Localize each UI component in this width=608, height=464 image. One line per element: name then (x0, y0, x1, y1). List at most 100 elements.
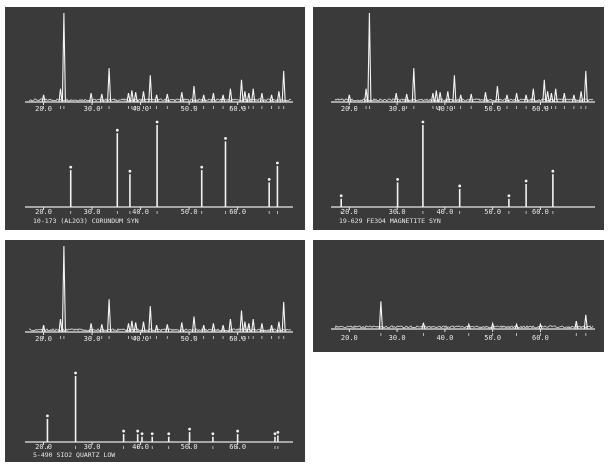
x-tick-label: 40.0 (132, 105, 149, 113)
x-tick-label: 50.0 (484, 105, 501, 113)
subplot-sample-pattern: 20.0 30.0 40.0 50.0 60.0 (331, 12, 595, 113)
sample-peak (490, 321, 495, 330)
reference-peak-marker (150, 432, 154, 436)
sample-peak (269, 94, 274, 103)
x-tick-label: 30.0 (84, 105, 101, 113)
x-tick-label: 50.0 (181, 443, 198, 451)
reference-peak-marker (122, 429, 126, 433)
sample-peak (246, 93, 251, 103)
xrd-figure-bottom-left: 20.0 30.0 40.0 50.0 60.020.0 30.0 40.0 50.0 60.0… (25, 245, 293, 459)
reference-caption: 19-629 FE3O4 MAGNETITE SYN (339, 217, 441, 225)
sample-peak (179, 322, 184, 333)
sample-peak (276, 91, 281, 103)
reference-peak-marker (69, 165, 73, 169)
sample-peak (107, 68, 112, 103)
x-tick-label: 60.0 (229, 208, 246, 216)
sample-peak (538, 322, 543, 330)
sample-peak (41, 94, 46, 103)
sample-peak (61, 245, 66, 333)
xrd-figure-top-right: 20.0 30.0 40.0 50.0 60.020.0 30.0 40.0 50.0 60.0… (331, 12, 595, 225)
x-tick-label: 30.0 (389, 334, 406, 342)
x-tick-label: 30.0 (84, 443, 101, 451)
sample-peak (126, 93, 131, 103)
sample-peak (364, 88, 369, 103)
sample-peak (421, 322, 426, 330)
x-tick-label: 30.0 (389, 208, 406, 216)
sample-peak (126, 323, 131, 333)
reference-peak-marker (155, 120, 159, 124)
panel-top-right: 20.0 30.0 40.0 50.0 60.0 20.0 30.0 40.0 50.0 60.0… (313, 7, 604, 230)
sample-peak (201, 94, 206, 103)
sample-peak (239, 79, 244, 103)
sample-peak (221, 324, 226, 333)
sample-peak (165, 93, 170, 103)
sample-peak (347, 94, 352, 103)
reference-peak-marker (339, 194, 343, 198)
sample-peak (571, 94, 576, 103)
x-tick-label: 20.0 (35, 443, 52, 451)
reference-peak-marker (276, 431, 280, 434)
sample-peak (438, 92, 443, 103)
subplot-reference-pattern: 20.0 30.0 40.0 50.0 60.0 10-173 (AL2O3) CORUN… (25, 120, 293, 225)
subplot-reference-pattern: 20.0 30.0 40.0 50.0 60.05-490 SIO2 QUARTZ LO… (25, 371, 293, 459)
sample-peak (191, 316, 197, 333)
sample-peak (276, 321, 281, 333)
sample-peak (259, 323, 264, 333)
reference-peak-marker (267, 178, 271, 181)
sample-peak (221, 94, 226, 103)
reference-peak-marker (200, 165, 204, 169)
reference-peak-marker (421, 120, 425, 124)
sample-peak (165, 324, 170, 333)
sample-peak (179, 92, 184, 103)
sample-peak (452, 75, 457, 103)
sample-peak (466, 322, 471, 330)
sample-peak (211, 323, 216, 333)
sample-peak (242, 321, 247, 333)
sample-peak (58, 319, 63, 333)
reference-peak-marker (167, 432, 171, 436)
reference-peak-marker (524, 179, 528, 183)
panel-bottom-right: 20.0 30.0 40.0 50.0 60.0 (313, 240, 604, 352)
sample-peak (514, 322, 519, 330)
x-tick-label: 50.0 (181, 335, 198, 343)
sample-trace-baseline (334, 324, 594, 329)
sample-peak (281, 70, 286, 103)
sample-peak (583, 314, 588, 330)
xrd-figure-bottom-right: 20.0 30.0 40.0 50.0 60.0 (331, 301, 595, 342)
reference-caption: 10-173 (AL2O3) CORUNDUM SYN (33, 217, 139, 225)
sample-peak (61, 12, 66, 103)
sample-peak (281, 301, 286, 333)
sample-peak (239, 310, 244, 333)
subplot-reference-pattern: 20.0 30.0 40.0 50.0 60.0 19-629 FE3O4 MAGNETI… (331, 120, 595, 225)
sample-peak (129, 90, 134, 103)
sample-peak (411, 68, 416, 103)
x-tick-label: 60.0 (532, 334, 549, 342)
sample-peak (133, 322, 138, 333)
sample-peak (228, 88, 233, 103)
sample-peak (531, 88, 536, 103)
sample-peak (191, 85, 197, 103)
reference-peak-marker (46, 414, 49, 418)
sample-peak (148, 306, 153, 333)
reference-caption: 5-490 SIO2 QUARTZ LOW (33, 451, 115, 459)
reference-peak-marker (140, 432, 144, 436)
sample-peak (562, 93, 567, 103)
subplot-sample-pattern: 20.0 30.0 40.0 50.0 60.0 (331, 301, 595, 342)
x-tick-label: 40.0 (132, 208, 149, 216)
sample-peak (154, 324, 159, 333)
sample-peak (89, 93, 94, 103)
xrd-figure-top-left: 20.0 30.0 40.0 50.0 60.020.0 30.0 40.0 50.0 60.0… (25, 12, 293, 225)
x-tick-label: 20.0 (35, 208, 52, 216)
sample-peak (504, 94, 510, 103)
x-tick-label: 20.0 (341, 208, 358, 216)
sample-peak (542, 79, 547, 103)
reference-peak-marker (136, 429, 140, 433)
x-tick-label: 40.0 (436, 334, 453, 342)
sample-peak (133, 92, 138, 103)
x-tick-label: 40.0 (132, 335, 149, 343)
sample-peak (483, 92, 488, 103)
x-tick-label: 20.0 (341, 334, 358, 342)
sample-peak (445, 91, 450, 103)
x-tick-label: 60.0 (532, 208, 549, 216)
sample-peak (579, 91, 584, 103)
